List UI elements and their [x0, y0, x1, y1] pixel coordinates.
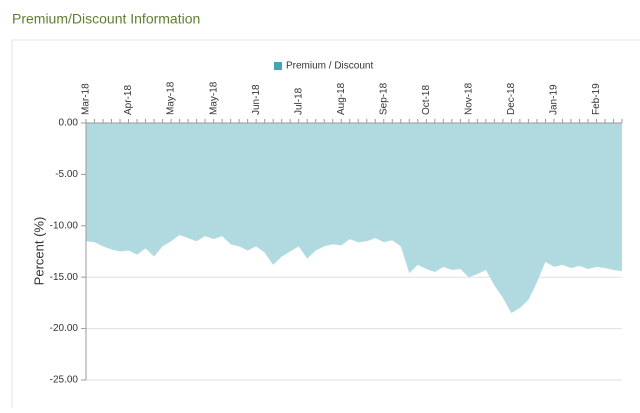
x-tick-label: Jan-19	[549, 84, 560, 115]
y-tick-label: -5.00	[55, 169, 78, 180]
x-tick-label: Apr-18	[123, 85, 134, 115]
x-tick-label: Aug-18	[336, 82, 347, 115]
x-tick-label: Jul-18	[293, 87, 304, 115]
legend-swatch	[274, 62, 282, 70]
y-tick-label: 0.00	[59, 118, 79, 129]
x-tick-label: May-18	[208, 81, 219, 115]
page-title: Premium/Discount Information	[12, 11, 200, 27]
x-tick-label: May-18	[166, 81, 177, 115]
y-tick-label: -15.00	[50, 272, 79, 283]
x-tick-label: Sep-18	[378, 82, 389, 115]
y-axis-label: Percent (%)	[31, 217, 46, 286]
x-tick-label: Oct-18	[421, 85, 432, 115]
legend-label: Premium / Discount	[286, 61, 373, 72]
area	[86, 123, 622, 314]
x-tick-label: Jun-18	[251, 84, 262, 115]
x-tick-label: Mar-18	[81, 83, 92, 115]
x-tick-label: Dec-18	[506, 82, 517, 115]
y-tick-label: -20.00	[50, 323, 79, 334]
y-tick-label: -25.00	[50, 375, 79, 386]
x-tick-label: Feb-19	[591, 83, 602, 115]
y-tick-label: -10.00	[50, 220, 79, 231]
x-tick-label: Nov-18	[463, 82, 474, 115]
